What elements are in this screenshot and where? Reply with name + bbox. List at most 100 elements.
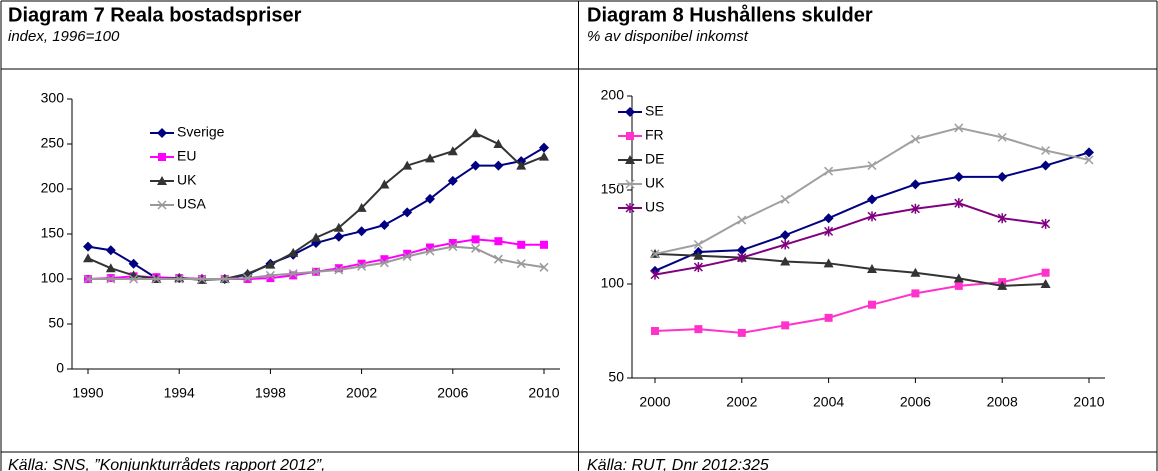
marker	[106, 274, 116, 284]
marker	[911, 289, 920, 298]
y-tick-label: 100	[601, 275, 625, 291]
marker	[333, 222, 344, 232]
marker	[288, 269, 298, 279]
legend-marker	[625, 107, 635, 117]
marker	[447, 175, 458, 186]
marker	[470, 160, 481, 171]
series-line	[654, 271, 1046, 334]
marker	[174, 274, 184, 284]
marker	[824, 226, 834, 237]
marker	[539, 142, 549, 153]
marker	[539, 262, 549, 272]
legend-label: USA	[177, 196, 206, 212]
marker	[650, 269, 660, 280]
marker	[151, 274, 161, 284]
chart-title: Diagram 8 Hushållens skulder	[587, 3, 873, 26]
marker	[1040, 160, 1051, 171]
legend-label: EU	[177, 148, 196, 164]
marker	[651, 327, 659, 335]
legend-marker	[625, 203, 635, 213]
marker	[693, 250, 704, 260]
marker	[471, 243, 481, 253]
marker	[357, 261, 367, 271]
marker	[289, 271, 298, 280]
marker	[780, 256, 791, 266]
x-tick-label: 2010	[1073, 394, 1104, 410]
marker	[265, 270, 275, 280]
marker	[954, 123, 964, 133]
series-line	[654, 202, 1046, 276]
marker	[356, 226, 367, 237]
marker	[693, 262, 703, 273]
legend-label: DE	[645, 151, 664, 167]
x-tick-label: 1994	[164, 385, 195, 401]
legend-marker	[158, 153, 166, 161]
marker	[83, 253, 93, 263]
marker	[867, 211, 877, 222]
legend-marker	[157, 176, 167, 185]
marker	[1040, 279, 1051, 288]
y-tick-label: 150	[41, 225, 65, 241]
marker	[402, 207, 413, 218]
chart-subtitle: index, 1996=100	[8, 28, 120, 45]
marker	[868, 300, 876, 309]
marker	[197, 274, 207, 284]
series-line	[654, 126, 1090, 255]
marker	[334, 264, 343, 273]
marker	[540, 240, 548, 249]
x-tick-label: 2002	[726, 394, 757, 410]
x-tick-label: 2002	[346, 385, 377, 401]
y-tick-label: 200	[601, 87, 625, 103]
marker	[402, 160, 413, 170]
x-tick-label: 2004	[813, 394, 844, 410]
marker	[823, 258, 834, 268]
marker	[333, 231, 344, 242]
marker	[105, 263, 116, 273]
marker	[426, 243, 434, 252]
marker	[220, 274, 230, 284]
marker	[470, 128, 481, 138]
marker	[693, 239, 703, 250]
x-tick-label: 2010	[528, 385, 559, 401]
marker	[493, 139, 504, 148]
marker	[954, 198, 964, 209]
y-tick-label: 0	[56, 360, 64, 376]
marker	[997, 280, 1008, 290]
x-tick-label: 1998	[255, 385, 286, 401]
marker	[129, 274, 139, 284]
marker	[425, 153, 435, 163]
marker	[356, 202, 367, 212]
y-tick-label: 200	[41, 180, 65, 196]
legend-label: UK	[177, 172, 197, 188]
marker	[357, 259, 366, 268]
marker	[650, 249, 660, 259]
marker	[334, 265, 344, 275]
marker	[493, 160, 504, 171]
marker	[867, 161, 877, 171]
y-tick-label: 100	[41, 270, 65, 286]
marker	[493, 254, 503, 264]
marker	[1084, 155, 1094, 165]
marker	[867, 263, 877, 273]
marker	[402, 251, 412, 262]
marker	[997, 132, 1007, 142]
marker	[1041, 145, 1051, 156]
marker	[1041, 218, 1051, 229]
marker	[823, 213, 834, 224]
chart-title: Diagram 7 Reala bostadspriser	[8, 4, 302, 26]
marker	[910, 179, 921, 190]
marker	[380, 255, 389, 264]
legend-marker	[157, 200, 167, 210]
legend-marker	[625, 155, 635, 164]
x-tick-label: 2006	[437, 385, 468, 401]
x-tick-label: 2006	[900, 394, 931, 410]
marker	[83, 274, 93, 284]
marker	[953, 171, 964, 182]
source: Källa: RUT, Dnr 2012:325	[587, 457, 769, 471]
marker	[953, 273, 964, 283]
legend-label: US	[645, 199, 664, 215]
marker	[867, 194, 877, 205]
legend-marker	[626, 132, 634, 140]
marker	[379, 220, 390, 230]
